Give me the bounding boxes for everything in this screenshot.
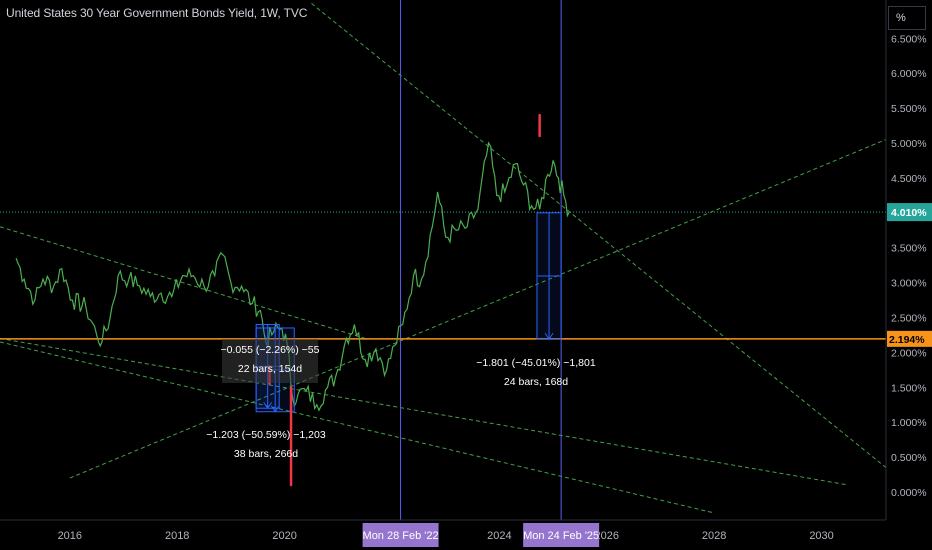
trend-lines	[0, 3, 887, 514]
y-tick-label: 1.500%	[891, 382, 927, 394]
trend-line-1	[0, 337, 849, 486]
measure-label-0-0: −0.055 (−2.26%) −55	[221, 344, 320, 356]
date-tag-0	[362, 523, 439, 547]
y-tick-label: 1.000%	[891, 417, 927, 429]
unit-button[interactable]: %	[888, 6, 926, 30]
trend-line-0	[0, 226, 366, 339]
y-axis[interactable]: 6.500%6.000%5.500%5.000%4.500%4.000%3.50…	[885, 0, 932, 520]
y-tick-label: 5.000%	[891, 138, 927, 150]
level-tag	[887, 330, 932, 347]
level-label: 2.194%	[889, 334, 925, 346]
measure-arrowhead-2	[544, 332, 554, 341]
measure-labels: −0.055 (−2.26%) −55 22 bars, 154d −1.203 (…	[206, 339, 596, 460]
y-tick-label: 2.500%	[891, 313, 927, 325]
current-price-label: 4.010%	[891, 207, 927, 219]
measure-arrowhead-0	[263, 401, 273, 410]
date-tag-label-1: Mon 24 Feb '25	[523, 530, 599, 542]
measure-label-2-1: 24 bars, 168d	[504, 376, 568, 388]
x-tick-label: 2016	[58, 530, 82, 542]
y-tick-label: 0.500%	[891, 452, 927, 464]
trend-line-3	[0, 341, 715, 514]
y-tick-label: 2.000%	[891, 347, 927, 359]
measure-label-1-1: 38 bars, 266d	[234, 448, 298, 460]
x-tick-label: 2026	[595, 530, 619, 542]
measure-label-2-0: −1.801 (−45.01%) −1,801	[476, 357, 596, 369]
date-tag-label-0: Mon 28 Feb '22	[363, 530, 439, 542]
chart-title: United States 30 Year Government Bonds Y…	[6, 6, 308, 20]
current-price-tag	[887, 203, 932, 222]
y-tick-label: 5.500%	[891, 103, 927, 115]
series-line	[15, 141, 570, 412]
x-tick-label: 2030	[809, 530, 833, 542]
y-tick-label: 0.000%	[891, 487, 927, 499]
measure-label-1-0: −1.203 (−50.59%) −1,203	[206, 429, 326, 441]
x-tick-label: 2024	[487, 530, 511, 542]
x-tick-label: 2020	[272, 530, 296, 542]
date-tag-1	[523, 523, 600, 547]
trend-line-2	[69, 139, 887, 479]
x-tick-label: 2028	[702, 530, 726, 542]
y-tick-label: 6.000%	[891, 68, 927, 80]
series-group	[15, 141, 570, 412]
y-tick-label: 3.500%	[891, 243, 927, 255]
y-tick-label: 6.500%	[891, 33, 927, 45]
trend-line-4	[311, 3, 887, 468]
measure-arrowhead-1	[270, 405, 280, 413]
measure-label-0-1: 22 bars, 154d	[238, 363, 302, 375]
measure-label-bg-0	[222, 339, 318, 383]
x-axis[interactable]: 2016 2018 2020 2024 2026 2028 2030 Mon 28 Feb '…	[0, 519, 886, 547]
y-tick-label: 4.500%	[891, 173, 927, 185]
x-tick-label: 2018	[165, 530, 189, 542]
y-tick-label: 3.000%	[891, 278, 927, 290]
